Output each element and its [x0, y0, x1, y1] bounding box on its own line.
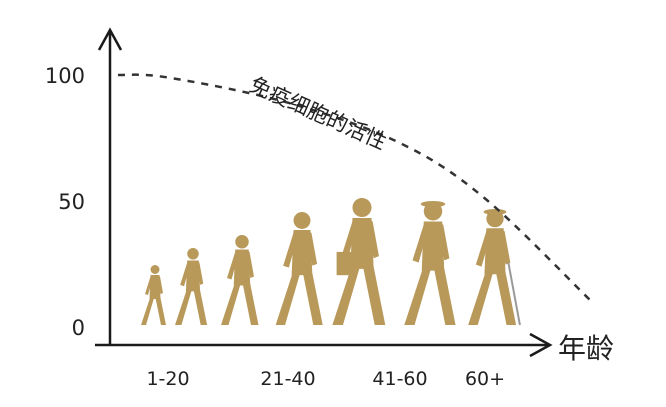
- teen-silhouette-icon: [221, 235, 259, 325]
- adult-silhouette-icon: [332, 198, 386, 325]
- boy-silhouette-icon: [175, 248, 208, 325]
- x-tick-label: 21-40: [260, 368, 315, 390]
- x-tick-labels: 1-20 21-40 41-60 60+: [146, 368, 505, 390]
- x-tick-label: 41-60: [372, 368, 427, 390]
- y-tick-labels: 0 50 100: [45, 64, 85, 340]
- axes: 年龄: [95, 27, 614, 365]
- x-axis-arrow-icon: [529, 332, 553, 358]
- immune-activity-curve: [117, 73, 591, 301]
- y-axis-arrow-icon: [97, 27, 123, 51]
- y-tick-label: 50: [58, 190, 85, 214]
- y-tick-label: 0: [72, 316, 85, 340]
- child-silhouette-icon: [141, 265, 166, 325]
- elderly-with-cane-silhouette-icon: [468, 209, 521, 326]
- y-tick-label: 100: [45, 64, 85, 88]
- middle-aged-silhouette-icon: [404, 200, 456, 325]
- human-silhouettes: [141, 198, 521, 326]
- x-tick-label: 1-20: [146, 368, 189, 390]
- x-tick-label: 60+: [465, 368, 505, 390]
- young-adult-silhouette-icon: [275, 212, 323, 325]
- x-axis-label: 年龄: [558, 332, 614, 365]
- curve-label: 免疫细胞的活性: [246, 73, 390, 155]
